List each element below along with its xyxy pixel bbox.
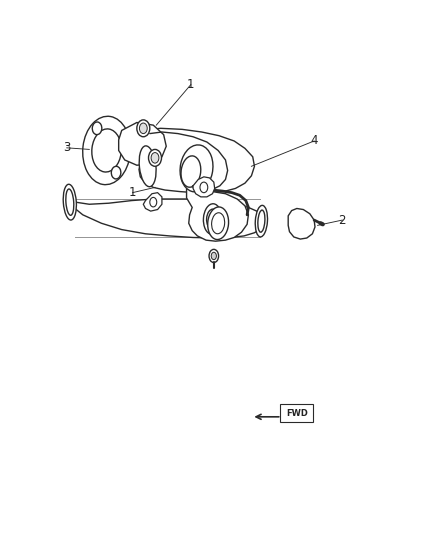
Text: 3: 3 <box>63 141 71 155</box>
Ellipse shape <box>255 205 268 237</box>
Polygon shape <box>119 123 166 165</box>
Ellipse shape <box>181 156 201 187</box>
Polygon shape <box>187 189 248 241</box>
Ellipse shape <box>151 152 159 163</box>
Ellipse shape <box>211 252 216 260</box>
Text: 4: 4 <box>311 134 318 148</box>
Ellipse shape <box>92 122 102 135</box>
Ellipse shape <box>83 116 131 184</box>
Ellipse shape <box>212 213 225 234</box>
Ellipse shape <box>180 145 213 192</box>
Polygon shape <box>193 177 215 197</box>
Ellipse shape <box>258 210 265 232</box>
Polygon shape <box>288 208 315 239</box>
Ellipse shape <box>66 189 74 215</box>
Ellipse shape <box>200 182 208 192</box>
Polygon shape <box>70 198 265 238</box>
Ellipse shape <box>139 123 147 134</box>
Ellipse shape <box>148 149 162 166</box>
Polygon shape <box>139 128 254 192</box>
Text: FWD: FWD <box>286 409 308 418</box>
Ellipse shape <box>203 204 222 235</box>
Ellipse shape <box>150 197 157 207</box>
Text: 1: 1 <box>187 78 194 91</box>
Polygon shape <box>143 192 162 211</box>
Ellipse shape <box>207 209 219 229</box>
Ellipse shape <box>111 166 121 179</box>
Ellipse shape <box>137 120 150 137</box>
Ellipse shape <box>92 129 121 172</box>
Ellipse shape <box>63 184 76 220</box>
Ellipse shape <box>139 146 156 187</box>
Text: 2: 2 <box>339 214 346 227</box>
FancyBboxPatch shape <box>280 404 313 422</box>
Ellipse shape <box>209 249 219 263</box>
Ellipse shape <box>208 207 229 239</box>
Text: 1: 1 <box>129 186 136 199</box>
